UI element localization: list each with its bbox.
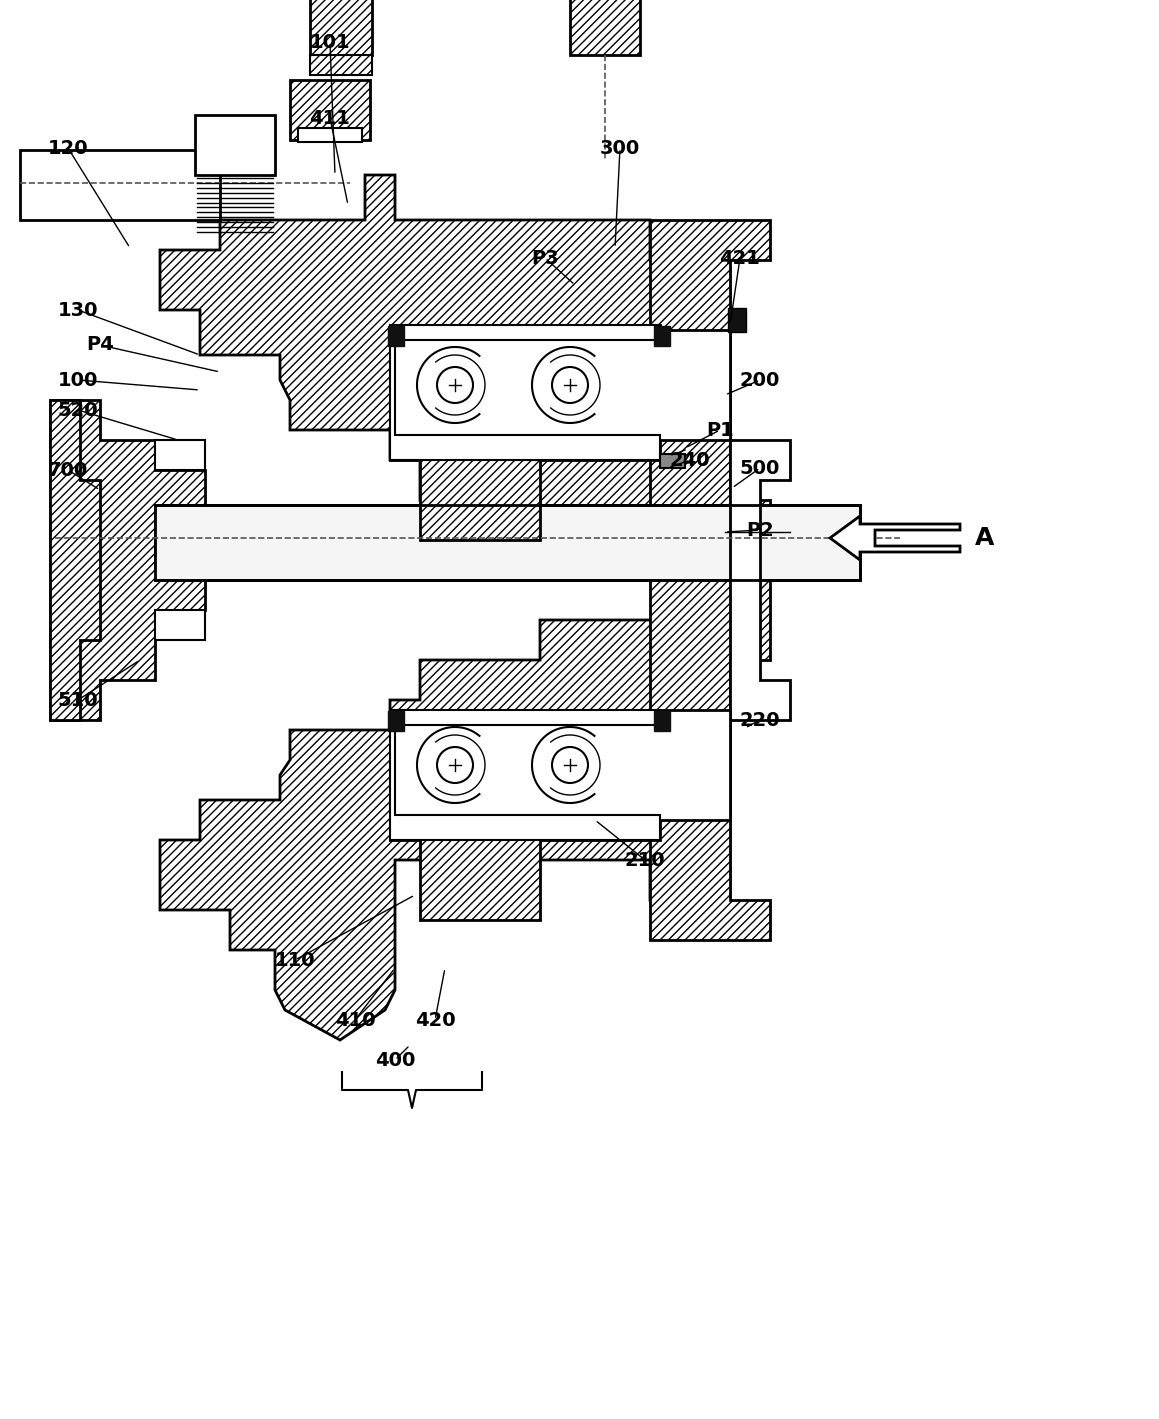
Bar <box>20 150 220 220</box>
Text: 510: 510 <box>58 691 99 710</box>
Text: P1: P1 <box>706 420 734 440</box>
Polygon shape <box>309 55 372 75</box>
Circle shape <box>552 368 588 403</box>
Text: 520: 520 <box>58 400 99 420</box>
Polygon shape <box>830 517 960 561</box>
Polygon shape <box>160 175 730 541</box>
Polygon shape <box>50 400 205 719</box>
Bar <box>389 710 730 820</box>
Text: 240: 240 <box>670 450 710 470</box>
Text: 220: 220 <box>739 711 780 729</box>
Text: P2: P2 <box>746 521 774 539</box>
Text: 410: 410 <box>335 1010 376 1030</box>
Polygon shape <box>155 610 205 640</box>
Text: 101: 101 <box>309 33 350 51</box>
Text: 400: 400 <box>374 1050 415 1070</box>
Text: 120: 120 <box>48 139 88 158</box>
Bar <box>388 326 404 346</box>
Text: 700: 700 <box>48 461 88 480</box>
Bar <box>395 715 726 815</box>
Bar <box>395 335 726 436</box>
Bar <box>290 79 370 140</box>
Polygon shape <box>730 440 790 719</box>
Text: 200: 200 <box>739 370 780 389</box>
Polygon shape <box>389 325 659 541</box>
Bar <box>654 711 670 731</box>
Text: 500: 500 <box>739 458 780 478</box>
Text: 100: 100 <box>58 370 99 389</box>
Text: 420: 420 <box>415 1010 455 1030</box>
Bar <box>195 115 275 175</box>
Text: 421: 421 <box>720 248 760 268</box>
Polygon shape <box>389 710 659 840</box>
Bar <box>389 331 730 440</box>
Bar <box>298 128 362 142</box>
Polygon shape <box>50 400 100 719</box>
Bar <box>659 454 685 468</box>
Text: 411: 411 <box>309 108 350 128</box>
Circle shape <box>552 746 588 783</box>
Text: 110: 110 <box>275 951 315 969</box>
Bar <box>728 308 746 332</box>
Polygon shape <box>650 220 770 939</box>
Bar <box>388 711 404 731</box>
Text: P4: P4 <box>86 335 114 355</box>
Text: 210: 210 <box>625 850 665 870</box>
Bar <box>570 0 640 55</box>
Polygon shape <box>155 440 205 470</box>
Polygon shape <box>155 505 860 580</box>
Bar <box>654 326 670 346</box>
Polygon shape <box>389 710 659 920</box>
Text: P3: P3 <box>531 248 559 268</box>
Text: 300: 300 <box>600 139 640 158</box>
Polygon shape <box>160 620 730 1040</box>
Circle shape <box>437 746 473 783</box>
Text: 130: 130 <box>58 301 99 319</box>
Text: A: A <box>975 526 994 551</box>
Polygon shape <box>389 325 659 460</box>
Bar <box>309 0 372 55</box>
Circle shape <box>437 368 473 403</box>
